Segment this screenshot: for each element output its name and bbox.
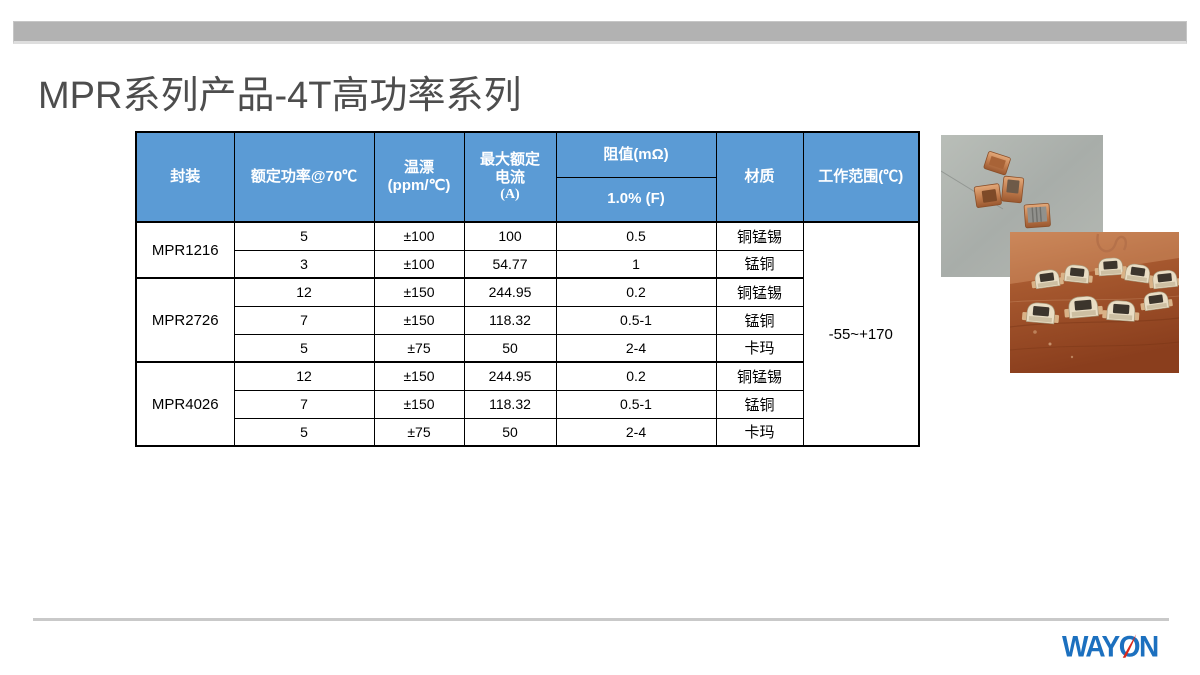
header-resistance-tolerance: 1.0% (F): [555, 176, 717, 223]
logo-text-n: N: [1139, 630, 1159, 663]
table-row: MPR2726 12 ±150 244.95 0.2 铜锰锡: [135, 277, 919, 363]
spec-cell: ±150: [373, 361, 465, 391]
top-divider-bar: [13, 21, 1187, 44]
material-cell: 锰铜: [715, 249, 804, 279]
material-cell: 锰铜: [715, 305, 804, 335]
spec-cell: 0.5: [555, 221, 717, 251]
table-row: MPR1216 5 ±100 100 0.5 铜锰锡 -55~+170: [135, 221, 920, 447]
header-operating-range: 工作范围(℃): [802, 131, 920, 223]
table-row: 3 ±100 54.77 1 锰铜: [136, 249, 919, 279]
spec-cell: 12: [233, 361, 375, 391]
spec-cell: 7: [233, 389, 375, 419]
table-row: 7 ±150 118.32 0.5-1 锰铜: [136, 305, 919, 335]
material-cell: 卡玛: [715, 333, 804, 363]
table-row: 5 ±75 50 2-4 卡玛: [136, 333, 919, 363]
header-material: 材质: [715, 131, 804, 223]
spec-cell: 2-4: [555, 417, 717, 447]
material-cell: 锰铜: [715, 389, 804, 419]
spec-cell: ±150: [373, 389, 465, 419]
header-temp-drift: 温漂 (ppm/℃): [373, 131, 465, 223]
table-row: 5 ±75 50 2-4 卡玛: [136, 417, 919, 447]
logo-letter-o: O: [1118, 630, 1141, 663]
header-max-current: 最大额定 电流 (A): [463, 131, 557, 223]
wayon-logo: WAYO N: [1062, 630, 1159, 664]
logo-text-way: WAY: [1062, 630, 1120, 663]
package-cell: MPR2726: [135, 277, 235, 363]
bottom-divider-bar: [33, 618, 1169, 621]
spec-cell: 50: [463, 417, 557, 447]
header-resistance: 阻值(mΩ): [555, 131, 717, 178]
product-photo-assembled-parts: [1010, 232, 1179, 373]
spec-cell: 244.95: [463, 277, 557, 307]
spec-cell: 0.5-1: [555, 389, 717, 419]
package-cell: MPR1216: [135, 221, 235, 279]
spec-cell: 118.32: [463, 389, 557, 419]
spec-cell: ±100: [373, 221, 465, 251]
spec-cell: 7: [233, 305, 375, 335]
spec-table-container: 封装 额定功率@70℃ 温漂 (ppm/℃) 最大额定 电流 (A) 阻值(mΩ…: [135, 131, 920, 447]
spec-cell: ±75: [373, 417, 465, 447]
header-rated-power: 额定功率@70℃: [233, 131, 375, 223]
spec-cell: 5: [233, 221, 375, 251]
material-cell: 铜锰锡: [715, 277, 804, 307]
spec-cell: 1: [555, 249, 717, 279]
package-cell: MPR4026: [135, 361, 235, 447]
spec-cell: 3: [233, 249, 375, 279]
spec-cell: ±150: [373, 305, 465, 335]
table-row: 7 ±150 118.32 0.5-1 锰铜: [136, 389, 919, 419]
spec-cell: 54.77: [463, 249, 557, 279]
spec-cell: 100: [463, 221, 557, 251]
spec-cell: 118.32: [463, 305, 557, 335]
spec-cell: ±75: [373, 333, 465, 363]
spec-cell: 5: [233, 417, 375, 447]
material-cell: 卡玛: [715, 417, 804, 447]
spec-cell: 0.5-1: [555, 305, 717, 335]
material-cell: 铜锰锡: [715, 221, 804, 251]
material-cell: 铜锰锡: [715, 361, 804, 391]
spec-cell: 0.2: [555, 277, 717, 307]
header-package: 封装: [135, 131, 235, 223]
spec-cell: 12: [233, 277, 375, 307]
page-title: MPR系列产品-4T高功率系列: [38, 75, 522, 118]
spec-table: 封装 额定功率@70℃ 温漂 (ppm/℃) 最大额定 电流 (A) 阻值(mΩ…: [135, 131, 920, 447]
spec-cell: 50: [463, 333, 557, 363]
spec-cell: 244.95: [463, 361, 557, 391]
spec-cell: 2-4: [555, 333, 717, 363]
spec-cell: ±150: [373, 277, 465, 307]
operating-range-cell: -55~+170: [802, 221, 920, 447]
table-row: MPR4026 12 ±150 244.95 0.2 铜锰锡: [135, 361, 919, 447]
spec-cell: 0.2: [555, 361, 717, 391]
spec-cell: 5: [233, 333, 375, 363]
spec-cell: ±100: [373, 249, 465, 279]
